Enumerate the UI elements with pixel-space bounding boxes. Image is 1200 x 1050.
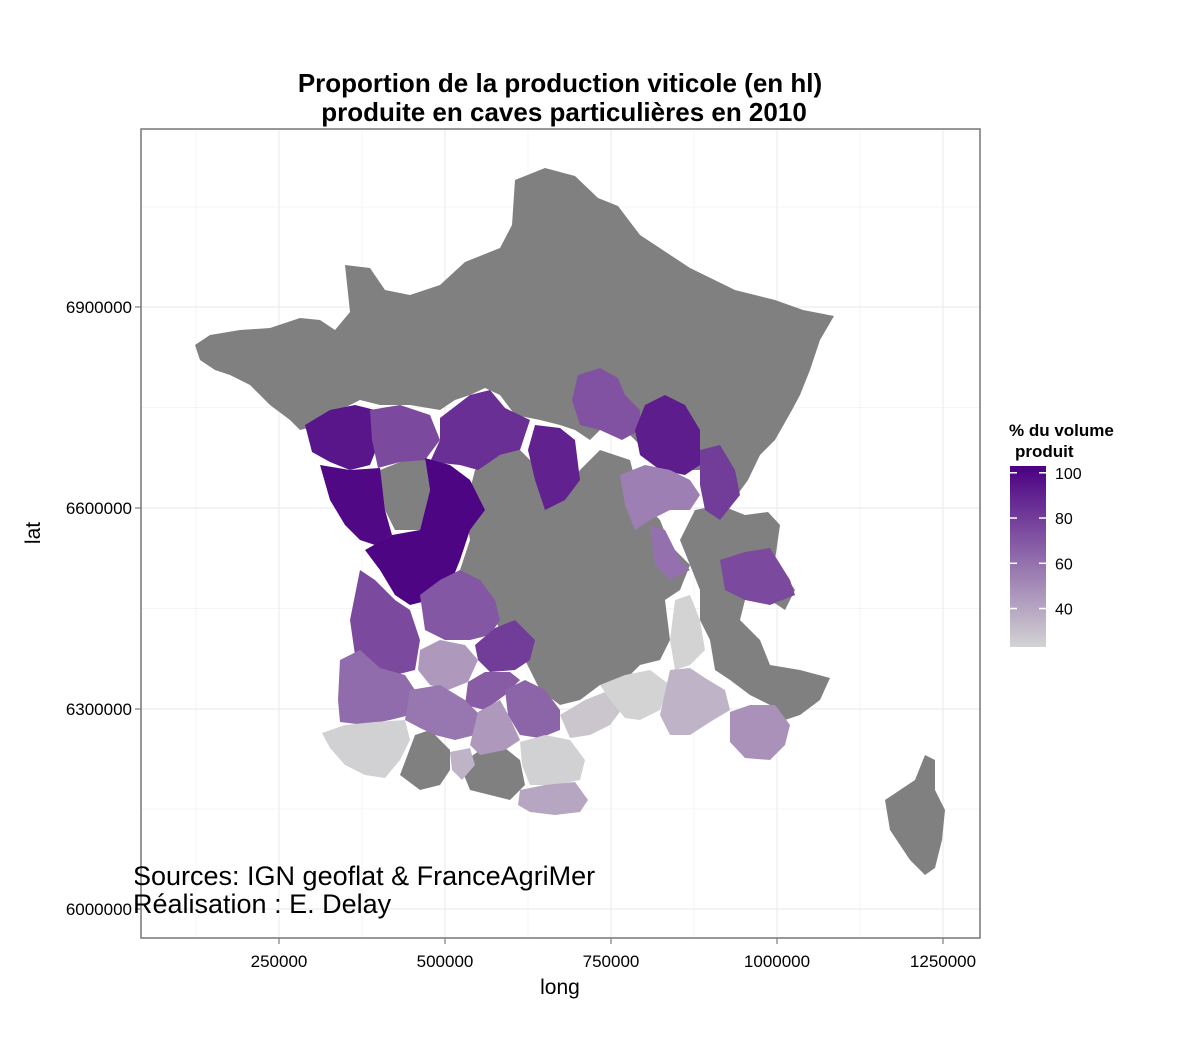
region-correze [475,620,535,672]
region-ariege [450,748,475,780]
region-herault [560,690,625,738]
region-touraine [430,390,530,470]
x-tick-label: 500000 [417,952,474,971]
region-vaucluse [660,668,730,735]
region-vienne-pocket [380,458,430,530]
panel-border [140,128,981,939]
region-var [730,705,790,760]
value-regions [305,368,795,815]
y-tick-label: 6600000 [66,499,132,518]
region-pyrenees-nodata-east [460,748,525,800]
region-vendee-charente [320,465,392,545]
caption-sources: Sources: IGN geoflat & FranceAgriMer [133,861,595,891]
region-tarn [505,680,560,738]
y-axis-label: lat [22,522,45,544]
region-lot [418,640,478,690]
region-gard [600,670,670,720]
france-map [195,168,945,875]
region-savoie [720,548,795,605]
map-title-line1: Proportion de la production viticole (en… [298,68,822,98]
y-tick-label: 6900000 [66,298,132,317]
region-loiret-cher [528,425,580,510]
region-aube [572,368,640,440]
legend-tick-label: 40 [1055,602,1073,619]
x-tick-label: 1250000 [910,952,976,971]
x-tick-label: 1000000 [744,952,810,971]
x-axis-ticks: 250000 500000 750000 1000000 1250000 [251,938,976,971]
region-drome [670,595,705,670]
region-dordogne [420,570,500,640]
y-tick-label: 6000000 [66,900,132,919]
region-landes [338,650,415,725]
region-alps-nodata [680,505,830,720]
legend: % du volume produit 40 60 80 100 [1009,421,1114,647]
legend-tick-label: 60 [1055,556,1073,573]
y-axis-ticks: 6000000 6300000 6600000 6900000 [66,298,141,919]
region-marne [635,395,700,475]
region-jura [700,445,740,520]
x-axis-label: long [540,976,580,999]
region-deux-sevres-charente [365,458,485,605]
y-tick-label: 6300000 [66,700,132,719]
region-pyrenees-atlantiques [322,720,410,778]
region-aude [520,735,585,785]
legend-tick-label: 80 [1055,511,1073,528]
x-tick-label: 250000 [251,952,308,971]
region-haute-garonne [470,700,520,755]
caption-author: Réalisation : E. Delay [133,889,392,919]
region-loire-atlantique [305,405,380,470]
map-title-line2: produite en caves particulières en 2010 [321,97,807,127]
x-tick-label: 750000 [583,952,640,971]
legend-colorbar [1010,466,1046,647]
region-gironde [350,570,420,675]
legend-title-line2: produit [1015,442,1074,461]
legend-tick-label: 100 [1055,466,1082,483]
region-bourgogne [620,465,700,530]
region-pyrenees-nodata-west [400,730,450,790]
legend-title-line1: % du volume [1009,421,1114,440]
region-tarn-aveyron [465,672,520,710]
region-corsica [885,755,945,875]
legend-ticks: 40 60 80 100 [1010,466,1082,619]
region-pyrenees-orientales [518,782,588,815]
region-maine-et-loire [370,405,440,468]
region-beaujolais [650,525,690,580]
region-gers [405,685,480,740]
